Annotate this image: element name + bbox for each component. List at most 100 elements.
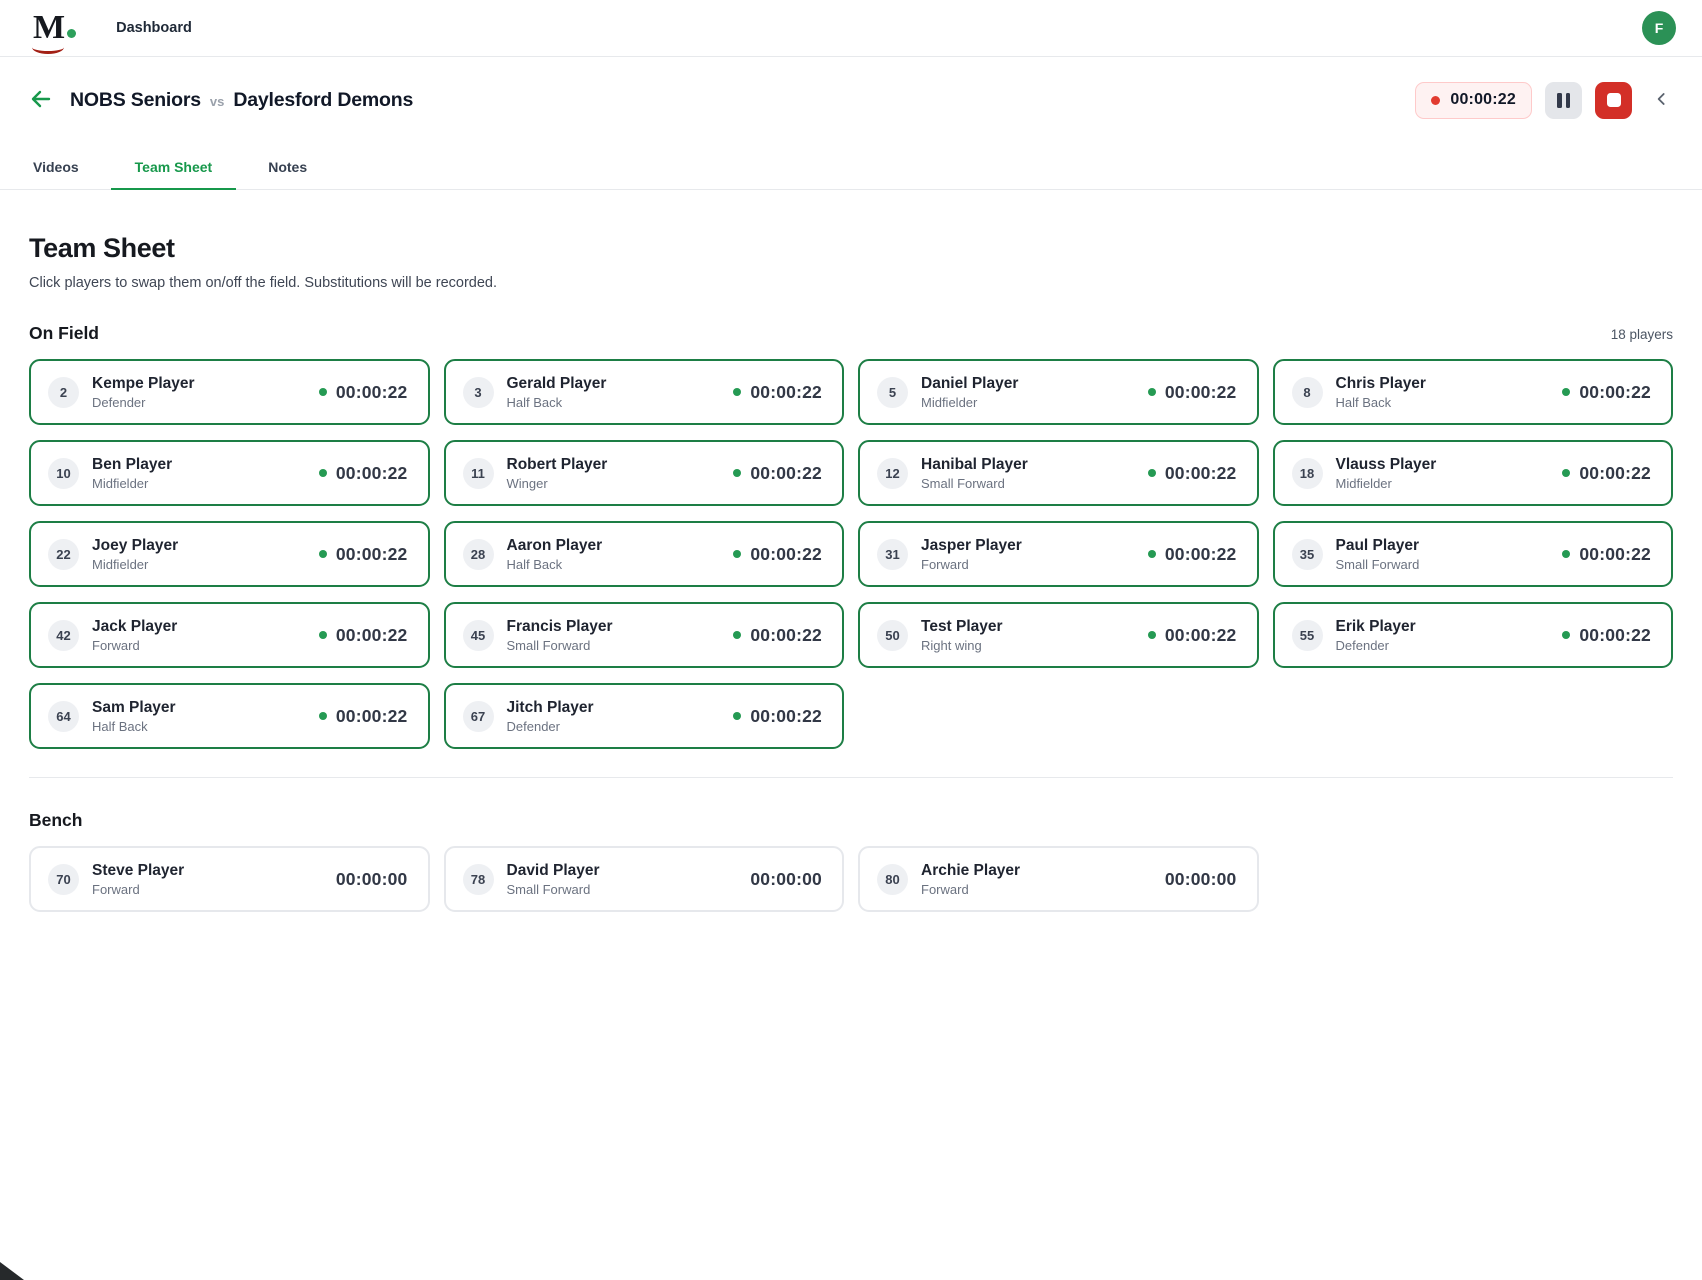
player-number-badge: 80 [877, 863, 908, 895]
player-info: Gerald Player Half Back [507, 375, 607, 410]
player-info: Hanibal Player Small Forward [921, 456, 1028, 491]
live-dot-icon [733, 388, 742, 396]
app-logo[interactable]: M [32, 9, 77, 54]
player-time-value: 00:00:00 [1164, 868, 1237, 889]
player-name: Vlauss Player [1335, 455, 1437, 473]
player-card[interactable]: 5 Daniel Player Midfielder 00:00:22 [858, 359, 1259, 425]
live-dot-icon [1147, 631, 1156, 639]
player-time-value: 00:00:22 [335, 462, 408, 483]
player-card[interactable]: 45 Francis Player Small Forward 00:00:22 [443, 602, 844, 668]
tab-notes[interactable]: Notes [244, 149, 331, 190]
player-number-badge: 8 [1291, 376, 1323, 408]
chevron-left-icon [1652, 89, 1672, 112]
live-dot-icon [1562, 388, 1571, 396]
nav-dashboard-link[interactable]: Dashboard [116, 20, 192, 36]
player-name: Test Player [921, 617, 1003, 635]
player-time: 00:00:00 [1165, 869, 1237, 890]
player-card[interactable]: 28 Aaron Player Half Back 00:00:22 [443, 521, 844, 587]
on-field-grid: 2 Kempe Player Defender 00:00:22 3 Geral… [29, 359, 1673, 749]
vs-label: vs [209, 93, 225, 109]
player-info: Daniel Player Midfielder [921, 375, 1018, 410]
team-sheet-panel: Team Sheet Click players to swap them on… [0, 233, 1702, 912]
player-name: Jitch Player [506, 698, 594, 716]
tab-team-sheet[interactable]: Team Sheet [110, 149, 237, 190]
player-card[interactable]: 8 Chris Player Half Back 00:00:22 [1272, 359, 1673, 425]
user-avatar[interactable]: F [1642, 11, 1676, 45]
recording-timer-value: 00:00:22 [1450, 91, 1516, 108]
player-time-value: 00:00:22 [335, 705, 408, 726]
player-time: 00:00:22 [1562, 463, 1651, 484]
logo-letter: M [33, 9, 65, 46]
player-card[interactable]: 42 Jack Player Forward 00:00:22 [29, 602, 430, 668]
on-field-player-count: 18 players [1610, 327, 1673, 342]
player-number-badge: 64 [48, 700, 79, 732]
player-info: David Player Small Forward [507, 862, 600, 897]
player-time-value: 00:00:22 [1579, 462, 1651, 483]
player-card[interactable]: 10 Ben Player Midfielder 00:00:22 [29, 440, 430, 506]
player-name: Kempe Player [92, 374, 195, 392]
player-time-value: 00:00:22 [1579, 543, 1651, 564]
app-bar: M Dashboard F [0, 0, 1702, 57]
player-card[interactable]: 2 Kempe Player Defender 00:00:22 [29, 359, 430, 425]
player-number-badge: 22 [48, 538, 79, 570]
player-name: Paul Player [1335, 536, 1420, 554]
player-card[interactable]: 55 Erik Player Defender 00:00:22 [1272, 602, 1673, 668]
logo-dot-icon [67, 29, 77, 38]
player-card[interactable]: 67 Jitch Player Defender 00:00:22 [443, 683, 844, 749]
player-number-badge: 50 [877, 619, 908, 651]
player-info: Erik Player Defender [1336, 618, 1416, 653]
back-button[interactable] [29, 87, 53, 114]
tab-videos[interactable]: Videos [29, 149, 103, 190]
player-number-badge: 45 [462, 619, 494, 651]
player-card[interactable]: 22 Joey Player Midfielder 00:00:22 [29, 521, 430, 587]
player-card[interactable]: 70 Steve Player Forward 00:00:00 [29, 846, 430, 912]
live-dot-icon [1562, 550, 1571, 558]
player-time-value: 00:00:22 [335, 624, 408, 645]
player-number-badge: 28 [462, 538, 494, 570]
player-position: Defender [1335, 637, 1389, 653]
player-card[interactable]: 3 Gerald Player Half Back 00:00:22 [443, 359, 844, 425]
player-number-badge: 35 [1291, 538, 1323, 570]
player-position: Half Back [506, 556, 563, 572]
player-position: Midfielder [1335, 475, 1392, 491]
player-name: Jasper Player [921, 536, 1022, 554]
player-card[interactable]: 12 Hanibal Player Small Forward 00:00:22 [858, 440, 1259, 506]
player-time-value: 00:00:22 [335, 543, 408, 564]
player-position: Defender [92, 394, 146, 410]
player-card[interactable]: 18 Vlauss Player Midfielder 00:00:22 [1272, 440, 1673, 506]
player-card[interactable]: 50 Test Player Right wing 00:00:22 [858, 602, 1259, 668]
live-dot-icon [1562, 469, 1571, 477]
player-position: Half Back [92, 718, 148, 734]
live-dot-icon [1562, 631, 1571, 639]
player-name: David Player [506, 861, 600, 879]
player-position: Small Forward [1335, 556, 1420, 572]
stop-button[interactable] [1595, 81, 1632, 119]
player-time-value: 00:00:22 [750, 624, 822, 645]
player-card[interactable]: 78 David Player Small Forward 00:00:00 [443, 846, 844, 912]
player-card[interactable]: 31 Jasper Player Forward 00:00:22 [858, 521, 1259, 587]
player-name: Hanibal Player [921, 455, 1028, 473]
on-field-title: On Field [29, 323, 99, 343]
collapse-panel-button[interactable] [1648, 82, 1676, 119]
player-name: Sam Player [92, 698, 176, 716]
live-dot-icon [733, 550, 742, 558]
player-card[interactable]: 80 Archie Player Forward 00:00:00 [858, 846, 1259, 912]
player-time-value: 00:00:00 [335, 868, 408, 889]
bench-title: Bench [29, 810, 83, 830]
player-time: 00:00:22 [1147, 382, 1237, 403]
player-card[interactable]: 11 Robert Player Winger 00:00:22 [443, 440, 844, 506]
player-number-badge: 70 [48, 863, 79, 895]
bench-section-header: Bench [29, 810, 1673, 831]
player-info: Test Player Right wing [921, 618, 1003, 653]
player-time: 00:00:00 [750, 869, 822, 890]
player-time-value: 00:00:22 [1579, 624, 1651, 645]
section-divider [29, 777, 1673, 778]
pause-button[interactable] [1545, 81, 1582, 119]
live-dot-icon [733, 631, 742, 639]
player-name: Chris Player [1335, 374, 1426, 392]
player-card[interactable]: 35 Paul Player Small Forward 00:00:22 [1272, 521, 1673, 587]
player-info: Vlauss Player Midfielder [1336, 456, 1437, 491]
player-info: Joey Player Midfielder [92, 537, 178, 572]
player-card[interactable]: 64 Sam Player Half Back 00:00:22 [29, 683, 430, 749]
player-name: Joey Player [92, 536, 179, 554]
